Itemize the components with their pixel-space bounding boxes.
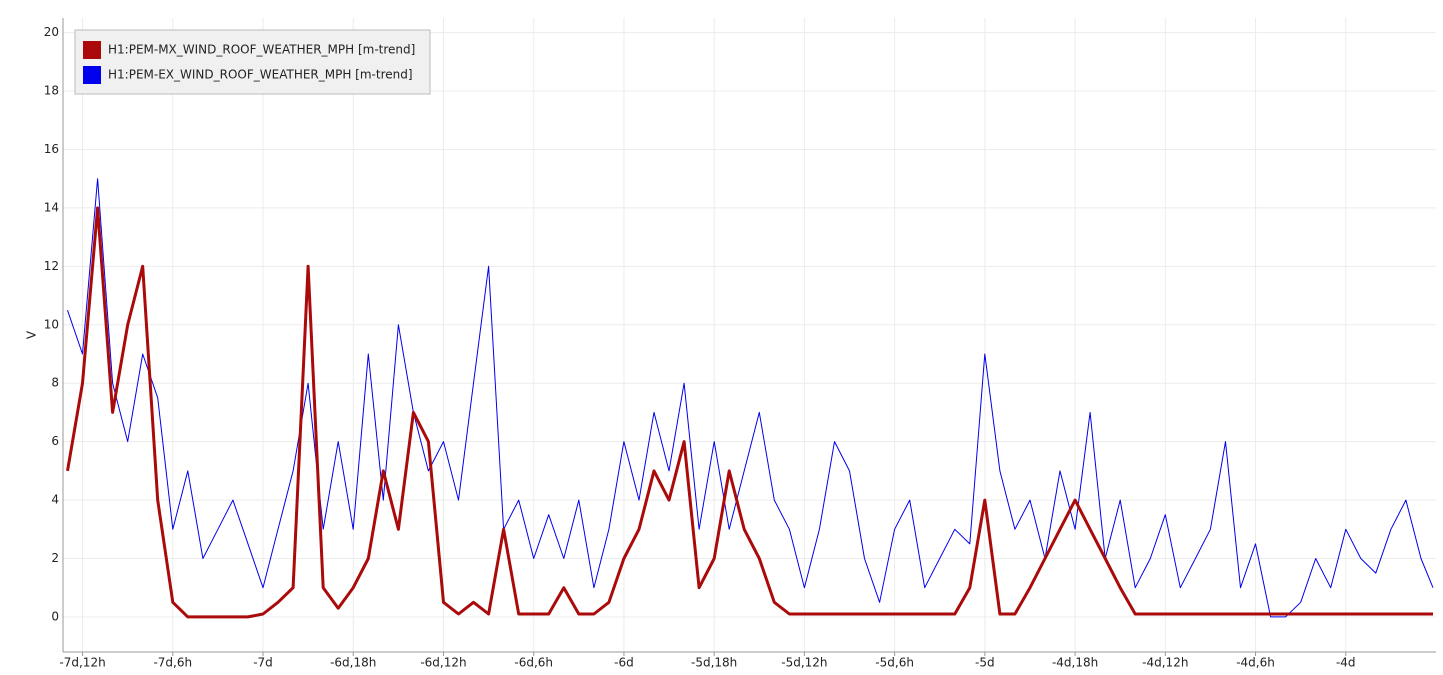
- y-tick-label: 8: [51, 376, 59, 390]
- y-tick-label: 20: [44, 25, 59, 39]
- x-tick-label: -4d: [1336, 656, 1356, 670]
- y-axis-label: V: [25, 330, 39, 339]
- x-tick-label: -5d,6h: [875, 656, 914, 670]
- y-tick-label: 0: [51, 609, 59, 623]
- y-tick-label: 2: [51, 551, 59, 565]
- y-tick-label: 10: [44, 317, 59, 331]
- legend-swatch: [83, 66, 101, 84]
- y-tick-label: 4: [51, 493, 59, 507]
- x-tick-label: -4d,18h: [1052, 656, 1098, 670]
- y-tick-label: 6: [51, 434, 59, 448]
- x-tick-label: -5d,18h: [691, 656, 737, 670]
- x-tick-label: -4d,12h: [1142, 656, 1188, 670]
- x-tick-label: -6d,18h: [330, 656, 376, 670]
- series-line: [66, 206, 1433, 619]
- x-tick-label: -7d: [253, 656, 273, 670]
- x-tick-label: -5d,12h: [781, 656, 827, 670]
- legend-swatch: [83, 41, 101, 59]
- x-tick-label: -7d,12h: [59, 656, 105, 670]
- series-line: [67, 178, 1434, 618]
- y-tick-label: 16: [44, 142, 59, 156]
- x-tick-label: -6d: [614, 656, 634, 670]
- legend-box: [74, 29, 431, 95]
- y-tick-label: 18: [44, 84, 59, 98]
- x-tick-label: -7d,6h: [153, 656, 192, 670]
- x-tick-label: -4d,6h: [1236, 656, 1275, 670]
- legend-label: H1:PEM-MX_WIND_ROOF_WEATHER_MPH [m-trend…: [108, 43, 415, 57]
- x-tick-label: -5d: [975, 656, 995, 670]
- legend-label: H1:PEM-EX_WIND_ROOF_WEATHER_MPH [m-trend…: [108, 68, 413, 82]
- y-tick-label: 12: [44, 259, 59, 273]
- x-tick-label: -6d,12h: [420, 656, 466, 670]
- x-tick-label: -6d,6h: [514, 656, 553, 670]
- y-tick-label: 14: [44, 200, 59, 214]
